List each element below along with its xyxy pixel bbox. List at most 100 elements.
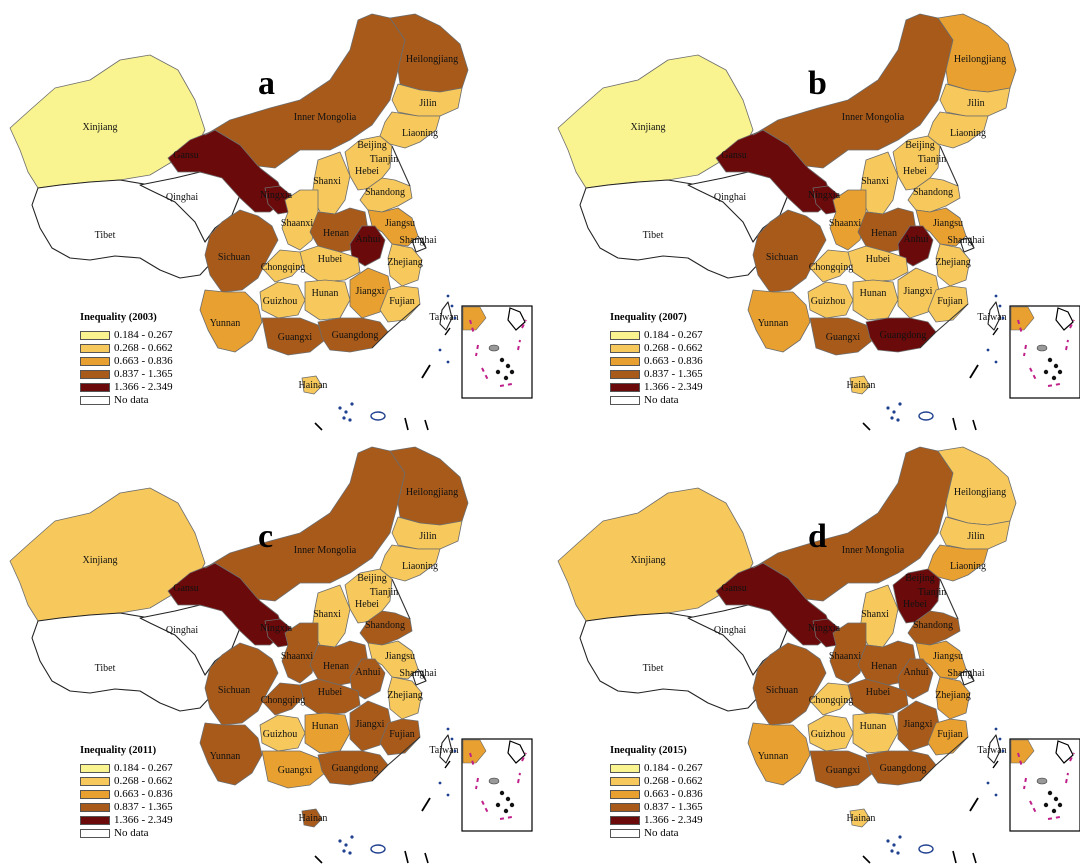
label-hunan: Hunan: [860, 721, 887, 732]
legend-label: No data: [644, 394, 679, 406]
province-zhejiang: [935, 243, 971, 287]
label-chongqing: Chongqing: [809, 695, 853, 706]
province-yunnan: [199, 722, 263, 786]
label-zhejiang: Zhejiang: [387, 257, 423, 268]
label-guizhou: Guizhou: [811, 729, 845, 740]
legend-entry: 0.184 - 0.267: [610, 329, 703, 341]
label-jiangxi: Jiangxi: [904, 719, 933, 730]
province-hainan: [849, 375, 871, 395]
label-shanxi: Shanxi: [313, 609, 341, 620]
province-tibet: [579, 179, 761, 279]
province-hainan: [301, 808, 323, 828]
legend-label: No data: [114, 827, 149, 839]
inset-map: [461, 305, 533, 399]
inset-map: [461, 738, 533, 832]
map-panel-a: Xinjiang Tibet Qinghai Gansu Inner Mongolia H…: [0, 0, 540, 433]
legend-swatch: [610, 828, 640, 838]
label-hebei: Hebei: [903, 166, 927, 177]
province-hunan: [852, 712, 899, 754]
province-shandong: [359, 610, 413, 646]
label-guangxi: Guangxi: [826, 332, 861, 343]
province-taiwan: [439, 301, 453, 331]
label-zhejiang: Zhejiang: [387, 690, 423, 701]
label-henan: Henan: [323, 661, 349, 672]
inset-map: [1009, 738, 1080, 832]
label-shaanxi: Shaanxi: [829, 651, 861, 662]
label-shanghai: Shanghai: [399, 668, 436, 679]
legend-entry: 1.366 - 2.349: [610, 381, 703, 393]
label-jiangxi: Jiangxi: [356, 286, 385, 297]
map-panel-c: Xinjiang Tibet Qinghai Gansu Inner Mongolia H…: [0, 433, 540, 866]
legend-label: 0.837 - 1.365: [114, 801, 173, 813]
label-shanghai: Shanghai: [947, 235, 984, 246]
label-tianjin: Tianjin: [918, 587, 947, 598]
label-guizhou: Guizhou: [263, 296, 297, 307]
label-hunan: Hunan: [312, 721, 339, 732]
label-shaanxi: Shaanxi: [829, 218, 861, 229]
province-hunan: [304, 712, 351, 754]
legend-entry: 0.663 - 0.836: [80, 788, 173, 800]
legend-swatch: [80, 382, 110, 392]
label-hainan: Hainan: [847, 380, 876, 391]
label-hunan: Hunan: [312, 288, 339, 299]
legend-label: 0.184 - 0.267: [644, 329, 703, 341]
label-shanxi: Shanxi: [861, 176, 889, 187]
legend-swatch: [610, 763, 640, 773]
china-map: Xinjiang Tibet Qinghai Gansu Inner Mongolia H…: [9, 13, 533, 431]
province-zhejiang: [387, 243, 423, 287]
china-map: Xinjiang Tibet Qinghai Gansu Inner Mongolia H…: [557, 446, 1080, 864]
label-guangxi: Guangxi: [826, 765, 861, 776]
province-hunan: [304, 279, 351, 321]
legend-entry: 0.837 - 1.365: [610, 368, 703, 380]
legend-swatch: [80, 815, 110, 825]
legend-label: 0.837 - 1.365: [644, 801, 703, 813]
south-china-sea-islands: [314, 727, 457, 864]
province-guizhou: [259, 281, 306, 319]
label-sichuan: Sichuan: [766, 252, 798, 263]
legend-title: Inequality (2011): [80, 745, 157, 756]
legend-label: 0.663 - 0.836: [644, 788, 703, 800]
label-liaoning: Liaoning: [402, 561, 438, 572]
province-jilin: [391, 516, 463, 550]
label-shandong: Shandong: [913, 620, 953, 631]
map-legend: Inequality (2007) 0.184 - 0.267 0.268 - 0.…: [610, 312, 703, 407]
label-xinjiang: Xinjiang: [631, 555, 666, 566]
label-hainan: Hainan: [299, 380, 328, 391]
label-ningxia: Ningxia: [808, 190, 841, 201]
china-map: Xinjiang Tibet Qinghai Gansu Inner Mongolia H…: [557, 13, 1080, 431]
label-tibet: Tibet: [95, 663, 116, 674]
label-guangdong: Guangdong: [880, 763, 927, 774]
label-taiwan: Taiwan: [429, 745, 458, 756]
legend-swatch: [610, 369, 640, 379]
legend-label: 0.184 - 0.267: [114, 762, 173, 774]
label-yunnan: Yunnan: [210, 751, 241, 762]
label-tibet: Tibet: [95, 230, 116, 241]
province-hebei: [892, 135, 941, 191]
legend-entry: No data: [80, 394, 173, 406]
legend-swatch: [80, 789, 110, 799]
label-hainan: Hainan: [847, 813, 876, 824]
legend-entry: 0.663 - 0.836: [610, 355, 703, 367]
label-qinghai: Qinghai: [714, 192, 746, 203]
label-gansu: Gansu: [173, 583, 199, 594]
province-liaoning: [927, 544, 989, 582]
legend-label: No data: [644, 827, 679, 839]
legend-entry: 0.663 - 0.836: [80, 355, 173, 367]
label-taiwan: Taiwan: [429, 312, 458, 323]
label-jilin: Jilin: [967, 98, 984, 109]
label-guangdong: Guangdong: [332, 330, 379, 341]
province-sichuan: [752, 209, 827, 293]
legend-entry: 1.366 - 2.349: [610, 814, 703, 826]
label-zhejiang: Zhejiang: [935, 257, 971, 268]
province-anhui: [349, 225, 386, 267]
label-chongqing: Chongqing: [261, 695, 305, 706]
province-tibet: [579, 612, 761, 712]
label-beijing: Beijing: [905, 573, 934, 584]
province-anhui: [897, 658, 934, 700]
province-heilongjiang: [389, 13, 469, 93]
legend-entry: 0.837 - 1.365: [610, 801, 703, 813]
label-shandong: Shandong: [365, 620, 405, 631]
province-zhejiang: [935, 676, 971, 720]
label-heilongjiang: Heilongjiang: [406, 487, 458, 498]
legend-swatch: [610, 815, 640, 825]
